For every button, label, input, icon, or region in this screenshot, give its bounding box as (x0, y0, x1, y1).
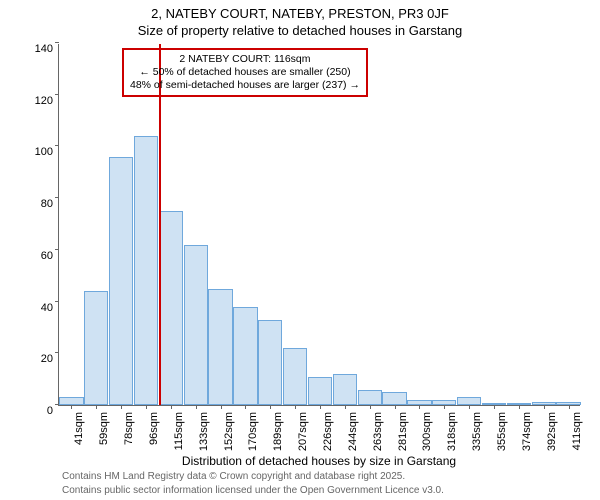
y-tick-mark (55, 197, 59, 198)
x-tick-label: 96sqm (146, 412, 160, 445)
annotation-box: 2 NATEBY COURT: 116sqm← 50% of detached … (122, 48, 368, 97)
histogram-bar (159, 211, 183, 405)
histogram-bar (457, 397, 481, 405)
footer-line-1: Contains HM Land Registry data © Crown c… (62, 470, 444, 484)
reference-line (159, 44, 161, 405)
y-tick-label: 140 (35, 43, 59, 55)
x-axis-label: Distribution of detached houses by size … (58, 454, 580, 468)
y-tick-mark (55, 145, 59, 146)
histogram-bar (134, 136, 158, 405)
x-tick-label: 115sqm (171, 412, 185, 450)
histogram-bar (109, 157, 133, 405)
x-tick-mark (96, 405, 97, 409)
x-tick-label: 226sqm (320, 412, 334, 451)
x-tick-label: 189sqm (270, 412, 284, 451)
histogram-bar (258, 320, 282, 405)
x-tick-label: 133sqm (196, 412, 210, 451)
x-tick-mark (270, 405, 271, 409)
y-tick-label: 40 (41, 302, 59, 314)
x-tick-mark (245, 405, 246, 409)
x-tick-mark (146, 405, 147, 409)
x-tick-mark (544, 405, 545, 409)
y-tick-label: 120 (35, 95, 59, 107)
x-tick-label: 318sqm (444, 412, 458, 451)
x-tick-label: 244sqm (345, 412, 359, 451)
footer-line-2: Contains public sector information licen… (62, 484, 444, 498)
histogram-bar (333, 374, 357, 405)
annotation-line: 48% of semi-detached houses are larger (… (130, 79, 360, 92)
x-tick-mark (295, 405, 296, 409)
y-tick-label: 60 (41, 250, 59, 262)
histogram-bar (233, 307, 257, 405)
x-tick-mark (419, 405, 420, 409)
x-tick-mark (569, 405, 570, 409)
x-tick-label: 41sqm (71, 412, 85, 445)
histogram-bar (308, 377, 332, 405)
y-tick-mark (55, 301, 59, 302)
x-tick-mark (444, 405, 445, 409)
attribution-footer: Contains HM Land Registry data © Crown c… (62, 470, 444, 497)
x-tick-label: 59sqm (96, 412, 110, 445)
x-tick-mark (395, 405, 396, 409)
x-tick-mark (171, 405, 172, 409)
histogram-bar (208, 289, 232, 405)
x-tick-mark (221, 405, 222, 409)
y-tick-label: 100 (35, 146, 59, 158)
x-tick-label: 152sqm (221, 412, 235, 451)
x-tick-label: 170sqm (245, 412, 259, 451)
annotation-line: ← 50% of detached houses are smaller (25… (130, 66, 360, 79)
x-tick-mark (320, 405, 321, 409)
y-tick-mark (55, 249, 59, 250)
x-tick-label: 281sqm (395, 412, 409, 451)
histogram-bar (84, 291, 108, 405)
x-tick-label: 78sqm (121, 412, 135, 445)
x-tick-label: 335sqm (469, 412, 483, 451)
x-tick-label: 355sqm (494, 412, 508, 451)
histogram-bar (358, 390, 382, 406)
x-tick-mark (494, 405, 495, 409)
x-tick-mark (370, 405, 371, 409)
y-tick-label: 80 (41, 198, 59, 210)
y-tick-mark (55, 352, 59, 353)
y-tick-label: 0 (47, 405, 59, 417)
histogram-bar (283, 348, 307, 405)
y-tick-mark (55, 42, 59, 43)
x-tick-mark (71, 405, 72, 409)
y-tick-label: 20 (41, 353, 59, 365)
histogram-bar (382, 392, 406, 405)
plot-area: 02040608010012014041sqm59sqm78sqm96sqm11… (58, 44, 580, 406)
x-tick-label: 207sqm (295, 412, 309, 451)
chart-title-desc: Size of property relative to detached ho… (0, 23, 600, 40)
annotation-line: 2 NATEBY COURT: 116sqm (130, 53, 360, 66)
x-tick-label: 263sqm (370, 412, 384, 451)
histogram-bar (184, 245, 208, 405)
chart-title-address: 2, NATEBY COURT, NATEBY, PRESTON, PR3 0J… (0, 6, 600, 23)
title-block: 2, NATEBY COURT, NATEBY, PRESTON, PR3 0J… (0, 0, 600, 40)
x-tick-label: 300sqm (419, 412, 433, 451)
x-tick-mark (345, 405, 346, 409)
histogram-bar (59, 397, 83, 405)
x-tick-label: 392sqm (544, 412, 558, 451)
x-tick-mark (519, 405, 520, 409)
x-tick-label: 411sqm (569, 412, 583, 450)
x-tick-mark (196, 405, 197, 409)
y-tick-mark (55, 94, 59, 95)
x-tick-mark (469, 405, 470, 409)
x-tick-label: 374sqm (519, 412, 533, 451)
x-tick-mark (121, 405, 122, 409)
